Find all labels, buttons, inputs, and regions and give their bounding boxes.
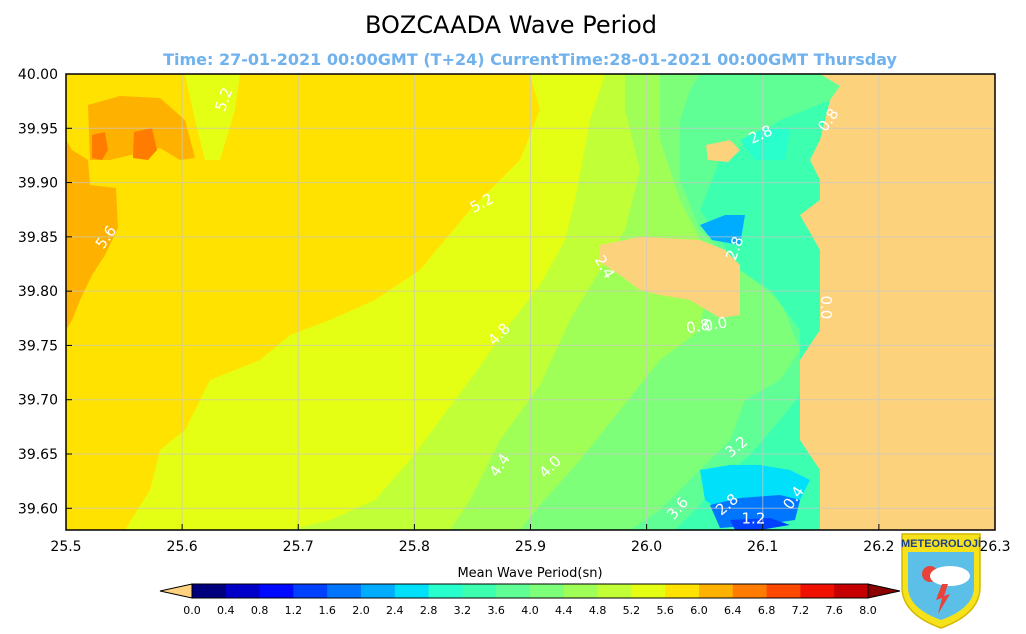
y-tick-label: 39.60 <box>18 501 58 517</box>
contour-label: 0.8 <box>685 315 712 337</box>
colorbar-swatch <box>327 584 362 598</box>
logo-text: METEOROLOJİ <box>901 537 981 550</box>
y-tick-label: 39.95 <box>18 121 58 137</box>
colorbar-swatch <box>631 584 666 598</box>
colorbar-swatch <box>699 584 734 598</box>
colorbar-tick-label: 6.0 <box>690 604 708 617</box>
x-tick-label: 25.8 <box>399 539 430 555</box>
colorbar-tick-label: 2.0 <box>352 604 370 617</box>
colorbar-tick-label: 1.2 <box>285 604 303 617</box>
colorbar-swatch <box>834 584 869 598</box>
band-5-6-6-0-west <box>66 74 118 330</box>
land-bozcaada-island <box>600 237 740 318</box>
y-tick-label: 39.80 <box>18 284 58 300</box>
band-2-4-2-8-north <box>740 128 790 160</box>
colorbar-swatch <box>428 584 463 598</box>
y-tick-label: 39.75 <box>18 338 58 354</box>
colorbar-tick-label: 8.0 <box>859 604 877 617</box>
band-4-8-5-2-north <box>185 74 240 160</box>
colorbar-tick-label: 0.4 <box>217 604 235 617</box>
colorbar-swatch <box>361 584 396 598</box>
colorbar-tick-label: 3.2 <box>454 604 472 617</box>
colorbar-swatch <box>259 584 294 598</box>
y-tick-label: 39.65 <box>18 447 58 463</box>
colorbar-label: Mean Wave Period(sn) <box>457 566 602 581</box>
colorbar-tick-label: 4.0 <box>521 604 539 617</box>
colorbar-frame <box>191 583 869 599</box>
colorbar-swatch <box>766 584 801 598</box>
x-axis: 25.5 25.6 25.7 25.8 25.9 26.0 26.1 26.2 26.3 <box>50 524 1011 555</box>
colorbar-tick-label: 2.8 <box>420 604 438 617</box>
x-tick-label: 26.1 <box>747 539 778 555</box>
y-tick-label: 40.00 <box>18 67 58 83</box>
colorbar-swatch <box>192 584 227 598</box>
colorbar-tick-label: 1.6 <box>318 604 336 617</box>
colorbar-tick-label: 7.2 <box>792 604 810 617</box>
chart-subtitle: Time: 27-01-2021 00:00GMT (T+24) Current… <box>163 50 897 69</box>
colorbar-swatch <box>293 584 328 598</box>
colorbar-swatch <box>496 584 531 598</box>
band-1-6-2-0 <box>710 495 800 528</box>
lightning-icon <box>936 584 950 614</box>
colorbar-swatch <box>225 584 261 598</box>
x-tick-label: 25.5 <box>50 539 81 555</box>
y-axis: 40.00 39.95 39.90 39.85 39.80 39.75 39.70 39.65… <box>18 67 72 517</box>
x-tick-label: 26.3 <box>979 539 1010 555</box>
x-tick-label: 26.0 <box>631 539 662 555</box>
colorbar-tick-label: 7.6 <box>825 604 843 617</box>
colorbar-tick-label: 2.4 <box>386 604 404 617</box>
meteoroloji-logo: METEOROLOJİ <box>901 533 981 629</box>
colorbar-under-arrow <box>159 583 193 599</box>
colorbar-swatch <box>394 584 430 598</box>
colorbar-tick-label: 5.2 <box>623 604 641 617</box>
contour-label: 1.2 <box>742 509 766 527</box>
x-tick-label: 26.2 <box>863 539 894 555</box>
colorbar-tick-label: 4.8 <box>589 604 607 617</box>
band-1-2-1-6 <box>730 518 790 530</box>
colorbar-tick-label: 6.4 <box>724 604 742 617</box>
colorbar-tick-label: 0.0 <box>183 604 201 617</box>
land-mainland <box>800 74 995 530</box>
band-6-0-6-4-a <box>92 132 108 160</box>
colorbar-tick-label: 6.8 <box>758 604 776 617</box>
colorbar-swatch <box>732 584 768 598</box>
colorbar-swatch <box>563 584 599 598</box>
band-6-0-6-4-b <box>133 128 157 160</box>
x-tick-label: 25.6 <box>167 539 198 555</box>
y-tick-label: 39.85 <box>18 230 58 246</box>
x-tick-label: 25.7 <box>283 539 314 555</box>
band-2-0-2-4 <box>700 215 745 245</box>
cloud-icon <box>930 566 970 586</box>
colorbar-swatch <box>597 584 632 598</box>
colorbar-swatch <box>665 584 700 598</box>
colorbar-swatch <box>800 584 835 598</box>
colorbar-tick-label: 4.4 <box>555 604 573 617</box>
contour-label: 0.0 <box>702 313 729 335</box>
land-islet <box>706 140 740 162</box>
colorbar-tick-label: 5.6 <box>656 604 674 617</box>
chart-title: BOZCAADA Wave Period <box>365 11 657 39</box>
y-tick-label: 39.70 <box>18 393 58 409</box>
colorbar-swatch <box>530 584 565 598</box>
y-tick-label: 39.90 <box>18 176 58 192</box>
colorbar-swatch <box>462 584 497 598</box>
colorbar: 0.0 0.4 0.8 1.2 1.6 2.0 2.4 2.8 3.2 3.6 4.0 4.4 4.8 5… <box>159 583 901 617</box>
colorbar-over-arrow <box>867 583 901 599</box>
colorbar-tick-label: 0.8 <box>251 604 269 617</box>
contour-label: 0.0 <box>817 295 835 319</box>
colorbar-tick-label: 3.6 <box>487 604 505 617</box>
x-tick-label: 25.9 <box>515 539 546 555</box>
